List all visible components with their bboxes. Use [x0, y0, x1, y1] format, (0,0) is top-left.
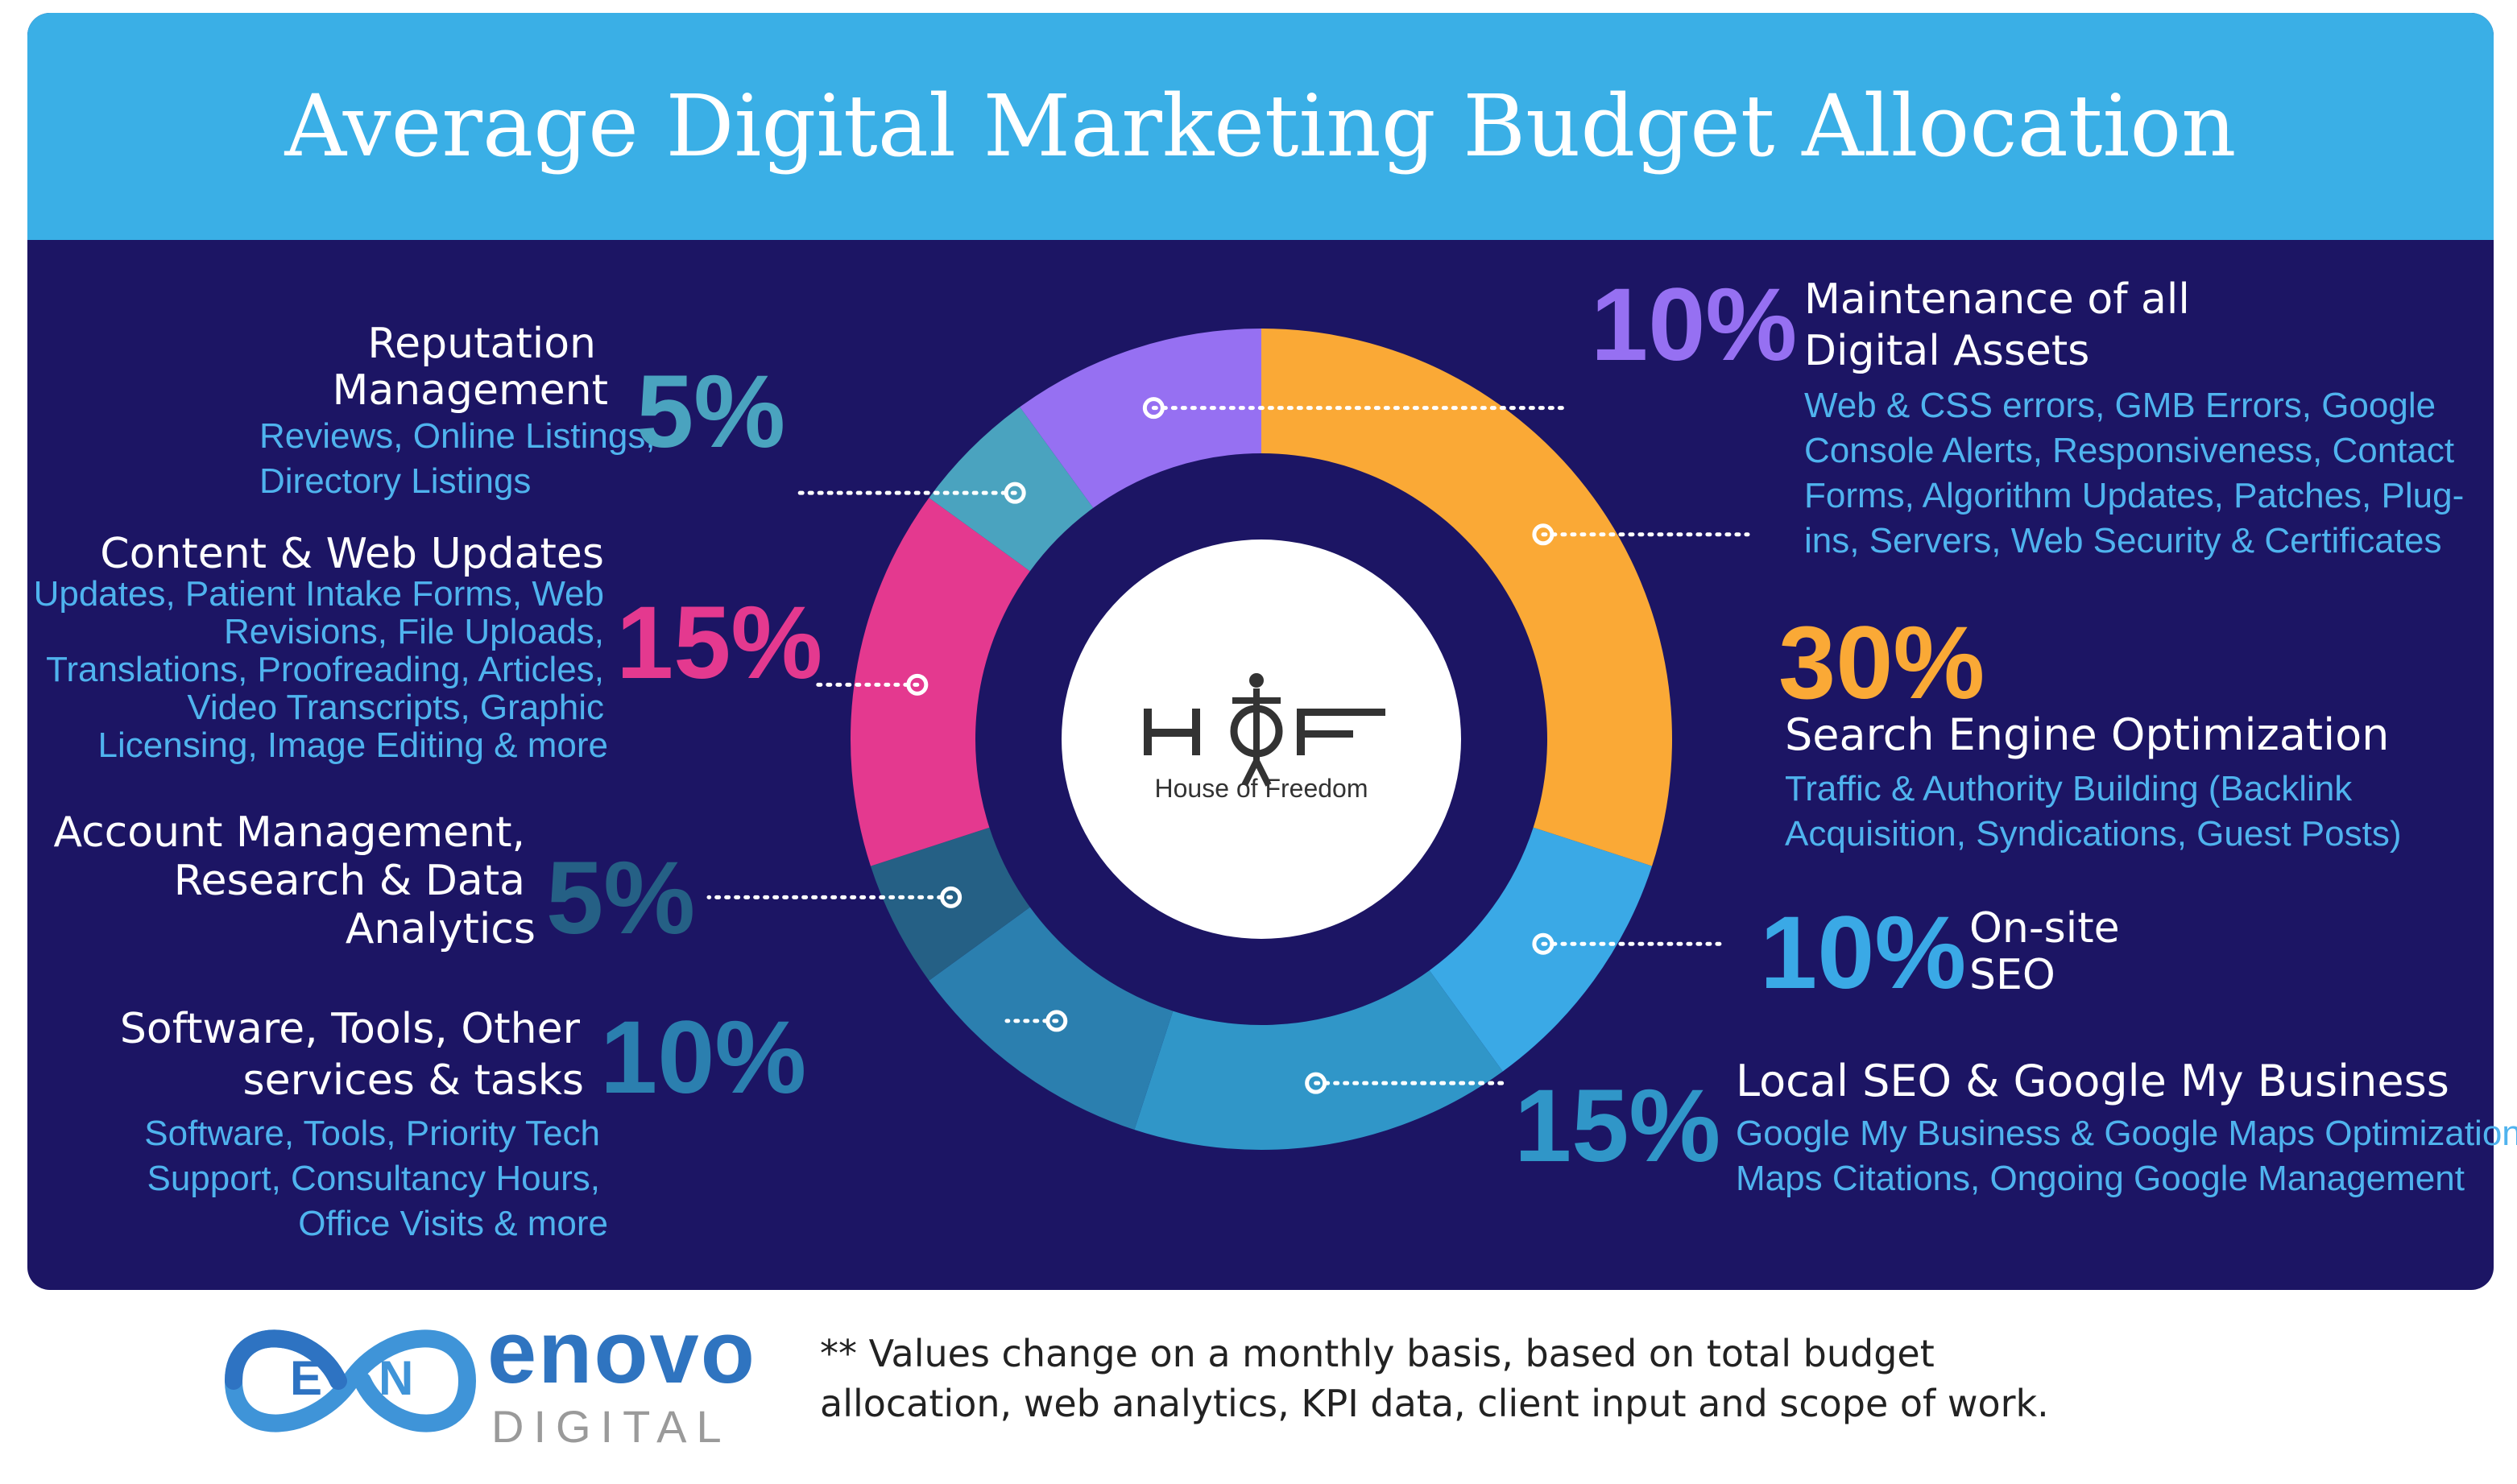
label-maintenance-2: Digital Assets — [1804, 327, 2090, 375]
percent-onsite-seo: 10% — [1760, 895, 1967, 1011]
connector-lines — [706, 397, 1750, 1094]
center-logo-circle — [1062, 539, 1461, 939]
desc-content-2: Revisions, File Uploads, — [224, 612, 604, 651]
label-account-2: Research & Data — [173, 857, 525, 905]
label-account-3: Analytics — [345, 905, 536, 953]
footer-note-line-2: allocation, web analytics, KPI data, cli… — [820, 1382, 2049, 1425]
slice-local-seo-google-my-business — [1134, 970, 1503, 1151]
percent-reputation: 5% — [636, 354, 785, 469]
slice-on-site-seo — [1429, 827, 1653, 1072]
page-title: Average Digital Marketing Budget Allocat… — [284, 76, 2237, 176]
label-software-2: services & tasks — [242, 1056, 584, 1105]
enovo-brand-word: enovo — [487, 1303, 756, 1402]
desc-content-5: Licensing, Image Editing & more — [97, 725, 608, 765]
slice-software-tools-other-services-tasks — [929, 907, 1174, 1131]
enovo-logo-mark: E N — [224, 1329, 477, 1432]
desc-maintenance-4: ins, Servers, Web Security & Certificate… — [1804, 521, 2442, 560]
percent-content: 15% — [616, 585, 823, 701]
svg-text:House of Freedom: House of Freedom — [1154, 774, 1368, 803]
label-reputation-1: Reputation — [367, 320, 596, 368]
connector-dot — [940, 886, 963, 908]
desc-software-2: Support, Consultancy Hours, — [147, 1159, 600, 1198]
connector-dot — [1532, 523, 1554, 546]
percent-maintenance: 10% — [1591, 267, 1798, 382]
desc-software-1: Software, Tools, Priority Tech — [144, 1114, 600, 1153]
desc-content-1: Updates, Patient Intake Forms, Web — [33, 574, 604, 614]
label-content: Content & Web Updates — [100, 530, 604, 578]
desc-reputation-2: Directory Listings — [259, 461, 532, 501]
label-local-seo: Local SEO & Google My Business — [1736, 1056, 2449, 1106]
percent-software: 10% — [600, 1000, 807, 1115]
slice-account-management-research-data-analytics — [870, 827, 1030, 981]
footer-note-line-1: ** Values change on a monthly basis, bas… — [820, 1332, 1935, 1375]
label-maintenance-1: Maintenance of all — [1804, 275, 2190, 324]
svg-text:E: E — [290, 1351, 322, 1405]
connector-dot — [1045, 1010, 1068, 1032]
label-onsite-2: SEO — [1969, 951, 2055, 999]
desc-content-4: Video Transcripts, Graphic — [187, 688, 604, 727]
desc-seo-1: Traffic & Authority Building (Backlink — [1785, 769, 2353, 808]
title-bar: Average Digital Marketing Budget Allocat… — [27, 13, 2494, 240]
label-seo: Search Engine Optimization — [1785, 709, 2390, 760]
percent-seo: 30% — [1778, 606, 1985, 721]
connector-dot — [1004, 482, 1026, 504]
slice-reputation-management — [929, 407, 1094, 572]
slice-maintenance-of-all-digital-assets — [1020, 329, 1261, 508]
connector-dot — [1142, 397, 1165, 420]
desc-maintenance-1: Web & CSS errors, GMB Errors, Google — [1804, 386, 2436, 425]
connector-dot — [1305, 1072, 1327, 1094]
percent-account: 5% — [546, 841, 695, 956]
percent-local-seo: 15% — [1514, 1069, 1721, 1184]
svg-text:N: N — [379, 1351, 413, 1405]
desc-seo-2: Acquisition, Syndications, Guest Posts) — [1785, 814, 2402, 854]
desc-maintenance-2: Console Alerts, Responsiveness, Contact — [1804, 431, 2455, 470]
connector-dot — [1532, 932, 1554, 955]
label-onsite-1: On-site — [1969, 904, 2120, 953]
desc-local-2: Maps Citations, Ongoing Google Managemen… — [1736, 1159, 2465, 1198]
footer-note: ** Values change on a monthly basis, bas… — [820, 1329, 2109, 1428]
slice-content-web-updates — [851, 498, 1030, 866]
desc-content-3: Translations, Proofreading, Articles, — [46, 650, 604, 689]
connector-dot — [906, 673, 929, 696]
label-software-1: Software, Tools, Other — [119, 1005, 580, 1053]
house-of-freedom-logo: House of Freedom — [1144, 673, 1385, 803]
desc-reputation-1: Reviews, Online Listings, — [259, 416, 656, 456]
slice-search-engine-optimization — [1261, 329, 1672, 866]
desc-maintenance-3: Forms, Algorithm Updates, Patches, Plug- — [1804, 476, 2465, 515]
digital-brand-word: DIGITAL — [491, 1401, 731, 1452]
label-account-1: Account Management, — [53, 808, 525, 857]
desc-software-3: Office Visits & more — [298, 1204, 608, 1243]
desc-local-1: Google My Business & Google Maps Optimiz… — [1736, 1114, 2517, 1153]
label-reputation-2: Management — [332, 366, 608, 415]
